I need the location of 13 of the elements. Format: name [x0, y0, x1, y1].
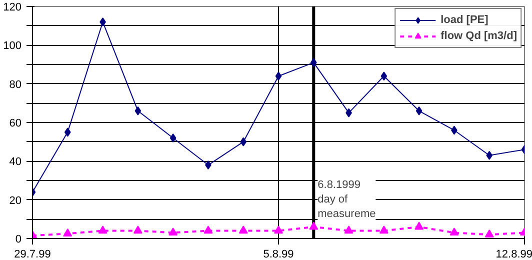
y-tick-label: 100 — [3, 40, 22, 52]
y-tick-label: 120 — [3, 2, 22, 14]
x-tick-label: 12.8.99 — [496, 248, 532, 260]
y-tick-label: 80 — [9, 78, 22, 91]
y-tick-label: 0 — [15, 234, 22, 246]
legend-label: flow Qd [m3/d] — [440, 29, 517, 43]
legend-label: load [PE] — [440, 13, 488, 27]
ref-line-label: 6.8.1999 day of measureme — [318, 179, 376, 220]
y-tick-label: 40 — [9, 156, 22, 168]
y-tick-label: 20 — [9, 194, 22, 207]
x-tick-label: 29.7.99 — [14, 248, 51, 260]
x-tick-label: 5.8.99 — [263, 248, 294, 260]
y-tick-label: 60 — [9, 118, 22, 130]
